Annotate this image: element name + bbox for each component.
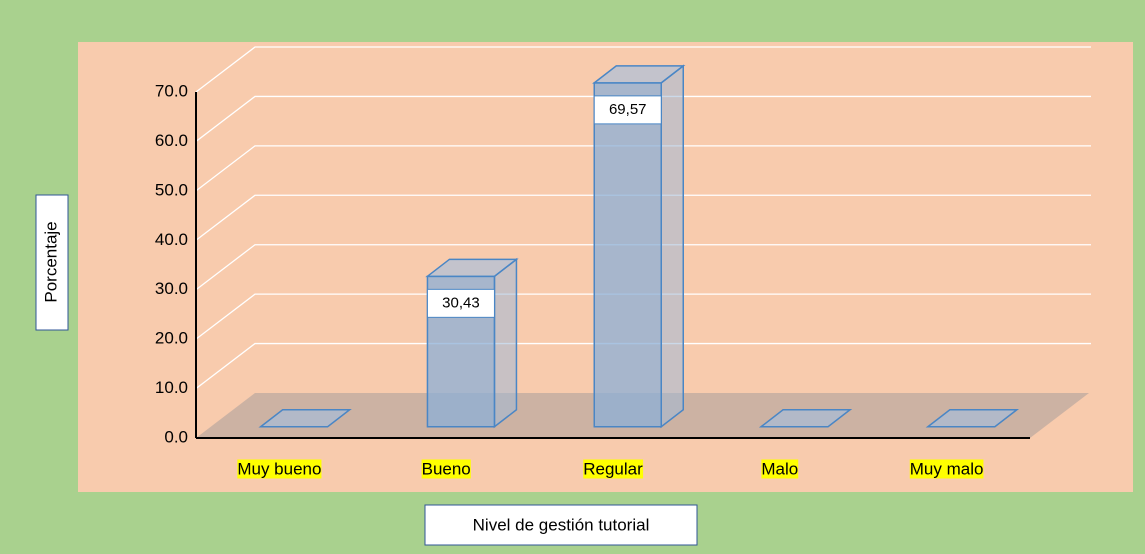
bar-front (593, 82, 662, 428)
bar-top (925, 409, 1020, 428)
label-highlight (237, 459, 322, 479)
bar (925, 409, 1020, 428)
y-tick-label: 10.0 (155, 378, 188, 397)
label-highlight (761, 459, 799, 479)
bar (258, 409, 352, 428)
grid-line (195, 145, 1091, 192)
y-tick-label: 20.0 (155, 329, 188, 348)
bar-side (660, 64, 684, 429)
y-tick-label: 50.0 (155, 180, 188, 199)
bar-top (758, 409, 853, 428)
grid-line (195, 244, 1091, 291)
plot: 0.0 10.0 20.0 30.0 40.0 50.0 60.0 70.0 Muy bueno… (155, 46, 1091, 479)
label-highlight (583, 459, 644, 479)
x-axis-title: Nivel de gestión tutorial (473, 515, 650, 534)
grid-line (195, 293, 1091, 340)
x-label-box (424, 504, 698, 546)
bar (592, 64, 686, 429)
y-tick-label: 40.0 (155, 230, 188, 249)
grid-line (195, 46, 1091, 93)
grid-line (195, 95, 1091, 142)
x-tick-label: Muy bueno (237, 459, 321, 478)
y-tick-label: 30.0 (155, 279, 188, 298)
bar (425, 257, 519, 429)
bar (758, 409, 853, 428)
y-label-box (35, 194, 69, 331)
x-tick-label: Muy malo (910, 459, 984, 478)
value-label: 30,43 (442, 294, 480, 311)
grid-line (195, 342, 1091, 390)
value-label: 69,57 (609, 101, 647, 118)
bar-top (592, 65, 686, 84)
y-tick-label: 60.0 (155, 131, 188, 150)
x-tick-label: Bueno (422, 459, 471, 478)
bar-top (425, 258, 519, 278)
x-tick-label: Regular (583, 459, 643, 478)
label-highlight (421, 459, 471, 479)
y-tick-label: 70.0 (155, 81, 188, 100)
label-highlight (909, 459, 984, 479)
bar-side (493, 257, 518, 429)
grid-line (195, 194, 1091, 241)
value-label-box (593, 95, 662, 125)
x-tick-label: Malo (761, 459, 798, 478)
y-axis-title: Porcentaje (41, 221, 60, 302)
value-label-box (426, 288, 495, 318)
y-tick-label: 0.0 (164, 427, 188, 446)
bar-top (258, 409, 352, 428)
